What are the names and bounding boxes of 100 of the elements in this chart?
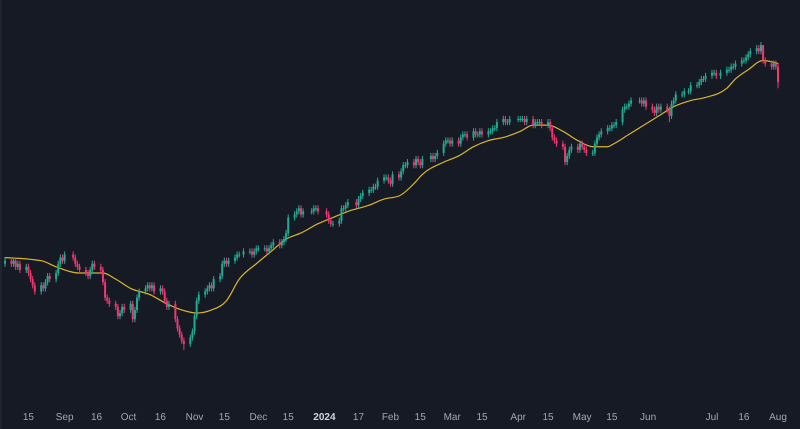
candlestick: [357, 196, 360, 209]
candlestick: [496, 118, 498, 132]
candlestick: [610, 122, 613, 132]
candlestick: [585, 146, 588, 156]
candlestick: [683, 88, 686, 98]
candlestick: [346, 198, 349, 209]
candlestick: [653, 106, 656, 116]
candlestick: [236, 250, 238, 262]
candlestick: [340, 204, 342, 224]
candlestick: [362, 189, 364, 200]
x-tick-label: 15: [542, 412, 554, 423]
x-tick-label: Nov: [186, 412, 204, 423]
candlestick: [78, 263, 81, 274]
candlestick: [715, 69, 718, 80]
candlestick: [526, 115, 528, 126]
candlestick: [300, 204, 302, 218]
x-tick-label: 15: [282, 412, 294, 423]
candlestick: [504, 115, 506, 126]
candlestick: [556, 136, 558, 148]
candlestick: [540, 118, 543, 129]
candlestick: [628, 100, 630, 110]
candlestick: [760, 42, 762, 55]
candlestick: [278, 238, 281, 249]
candlestick: [745, 54, 748, 64]
candlestick: [698, 78, 700, 89]
candlestick: [387, 174, 390, 184]
candlestick: [770, 60, 773, 70]
candlestick: [532, 115, 534, 129]
candlestick: [534, 118, 536, 129]
candlestick: [208, 282, 210, 292]
candlestick: [148, 282, 151, 292]
candlestick: [204, 288, 206, 298]
candlestick: [93, 260, 96, 270]
candlestick: [108, 297, 110, 308]
candlestick: [280, 238, 283, 249]
candlestick: [419, 158, 422, 169]
candlestick: [414, 155, 417, 169]
x-tick-label: May: [572, 412, 592, 423]
candlestick: [251, 248, 254, 258]
candlestick: [777, 63, 779, 89]
x-tick-label: Sep: [56, 412, 74, 423]
candlestick: [153, 282, 156, 296]
candlestick: [266, 244, 268, 256]
candlestick: [144, 284, 147, 296]
x-tick-label: 16: [738, 412, 750, 423]
x-tick-label: Feb: [382, 412, 400, 423]
candlestick: [296, 208, 298, 218]
x-tick-label: Apr: [510, 412, 527, 423]
candlestick: [298, 204, 300, 215]
candlestick: [64, 250, 66, 264]
candlestick: [25, 263, 28, 274]
candlestick: [210, 282, 213, 292]
candlestick: [212, 276, 215, 292]
candlestick: [150, 282, 153, 292]
candlestick: [436, 149, 438, 160]
candlestick: [328, 210, 330, 224]
candlestick: [762, 44, 764, 64]
candlestick: [383, 174, 386, 184]
candlestick: [432, 152, 434, 163]
candlestick: [121, 303, 124, 317]
candlestick: [622, 106, 624, 126]
candlestick: [449, 136, 452, 148]
candlestick: [74, 254, 76, 268]
candlestick: [726, 66, 728, 76]
candlestick: [630, 96, 632, 108]
candlestick: [4, 257, 6, 268]
candlestick: [668, 106, 670, 123]
candlestick: [412, 158, 415, 169]
candlestick: [84, 266, 87, 277]
candlestick: [576, 143, 579, 154]
candlestick: [442, 140, 445, 156]
candlestick: [460, 134, 462, 148]
x-tick-label: Jun: [640, 412, 656, 423]
candlestick: [61, 254, 64, 264]
candlestick: [294, 210, 296, 222]
candlestick: [606, 124, 609, 135]
candlestick: [600, 128, 602, 138]
candlestick: [458, 136, 460, 148]
candlestick: [772, 60, 775, 70]
candlestick: [132, 300, 134, 323]
candlestick: [270, 242, 272, 252]
candlestick: [40, 282, 42, 296]
candlestick: [234, 254, 236, 264]
candlestick: [704, 72, 707, 83]
candlestick: [146, 282, 149, 292]
candlestick: [740, 56, 743, 68]
candlestick: [228, 257, 230, 268]
candlestick: [87, 269, 90, 280]
candlestick: [670, 100, 673, 120]
candlestick: [508, 115, 511, 126]
x-tick-label: Jul: [706, 412, 718, 423]
candlestick: [660, 103, 662, 114]
candlestick: [578, 140, 581, 154]
candlestick: [581, 140, 584, 150]
x-tick-label: 15: [606, 412, 618, 423]
candlestick: [451, 136, 454, 148]
candlestick: [583, 143, 586, 154]
candlestick: [758, 44, 760, 55]
candlestick: [749, 48, 752, 58]
candlestick: [502, 115, 504, 126]
